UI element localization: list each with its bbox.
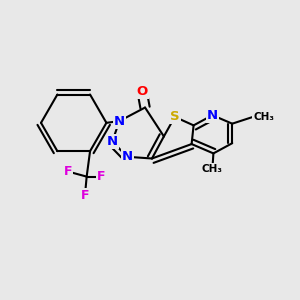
Text: CH₃: CH₃ [202,164,223,174]
Text: CH₃: CH₃ [253,112,274,122]
Text: N: N [107,135,118,148]
Text: F: F [97,170,105,183]
Text: F: F [81,189,89,202]
Text: O: O [136,85,148,98]
Text: S: S [170,110,180,123]
Text: N: N [122,150,133,163]
Text: N: N [207,109,218,122]
Text: N: N [114,115,125,128]
Text: F: F [64,165,72,178]
